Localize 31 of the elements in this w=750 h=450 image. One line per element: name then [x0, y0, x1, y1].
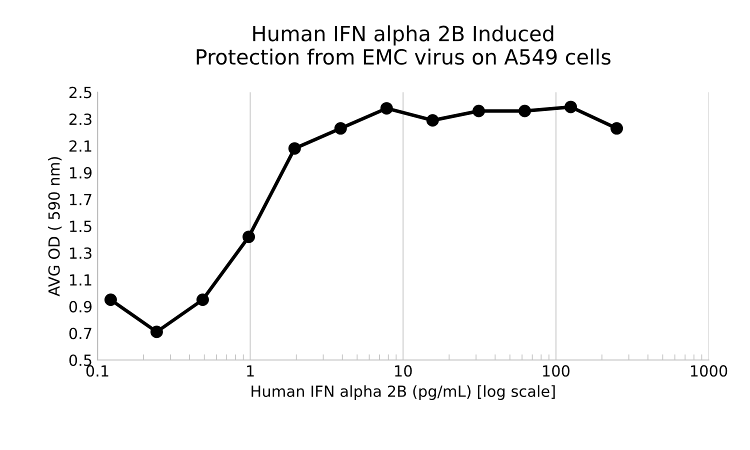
- point: [334, 122, 347, 135]
- y-tick-label: 2.3: [69, 113, 92, 126]
- point: [380, 102, 393, 115]
- y-tick-label: 0.9: [69, 300, 92, 312]
- y-tick-label: 2.1: [69, 140, 92, 152]
- y-tick-label: 0.7: [69, 328, 92, 340]
- point: [518, 104, 531, 118]
- x-tick-label: 0.1: [86, 365, 108, 377]
- x-tick-label: 1000: [690, 365, 728, 377]
- y-tick-label: 1.1: [70, 274, 92, 286]
- x-tick-label: 1: [247, 365, 254, 376]
- point: [564, 100, 577, 114]
- point: [288, 142, 301, 155]
- point: [196, 294, 209, 306]
- point: [150, 326, 163, 338]
- point: [242, 230, 256, 244]
- y-tick-label: 1.9: [70, 167, 92, 179]
- x-tick-label: 100: [543, 365, 570, 377]
- y-axis-title: AVG OD ( 590 nm): [48, 157, 62, 296]
- y-tick-label: 1.3: [70, 247, 92, 259]
- x-axis-title: Human IFN alpha 2B (pg/mL) [log scale]: [252, 385, 555, 400]
- y-tick-label: 1.7: [70, 194, 92, 206]
- y-tick-label: 2.5: [69, 86, 92, 98]
- point: [104, 294, 117, 306]
- x-tick-label: 10: [395, 365, 412, 377]
- point: [426, 114, 439, 127]
- point: [472, 104, 485, 118]
- y-tick-label: 0.5: [69, 354, 92, 366]
- y-tick-label: 1.5: [70, 220, 92, 232]
- chart-title: Human IFN alpha 2B Induced Protection from EMC virus on A549 cells: [196, 25, 610, 65]
- point: [610, 122, 623, 135]
